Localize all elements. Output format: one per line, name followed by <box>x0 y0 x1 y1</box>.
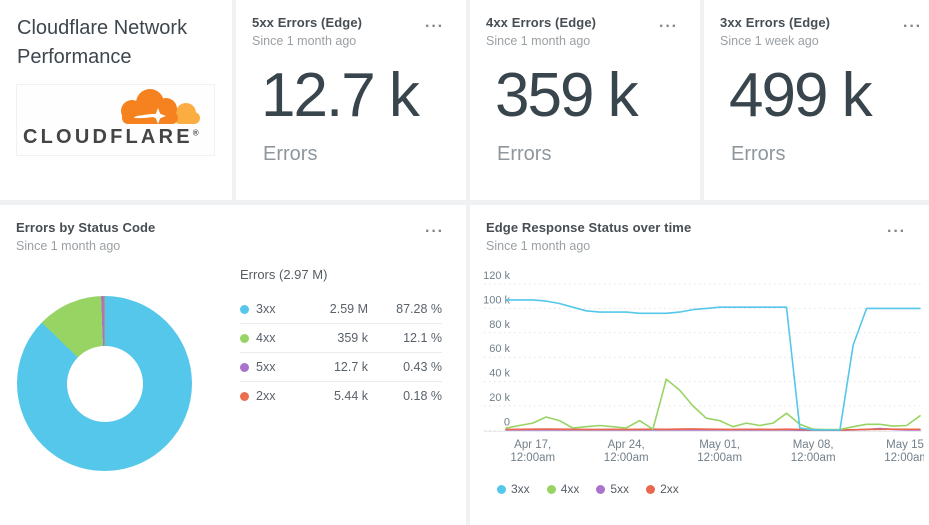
svg-text:20 k: 20 k <box>489 392 510 404</box>
kpi-value: 359 k <box>495 61 639 130</box>
card-title: Edge Response Status over time <box>486 220 692 235</box>
kpi-card-3xx: 3xx Errors (Edge) Since 1 week ago ··· 4… <box>704 0 929 200</box>
card-header: Errors by Status Code Since 1 month ago … <box>16 220 452 253</box>
title-card: Cloudflare Network Performance CLOUDFLAR… <box>0 0 232 200</box>
svg-text:Apr 17,: Apr 17, <box>514 439 551 451</box>
kpi-unit: Errors <box>731 143 786 165</box>
svg-text:80 k: 80 k <box>489 319 510 331</box>
series-color-dot <box>240 362 249 372</box>
row-label: 2xx <box>256 389 276 403</box>
svg-text:120 k: 120 k <box>483 270 510 282</box>
row-label: 5xx <box>256 360 276 374</box>
errors-by-status-card: Errors by Status Code Since 1 month ago … <box>0 205 466 525</box>
dashboard-title-line1: Cloudflare Network <box>17 17 188 39</box>
table-row-5xx[interactable]: 5xx 12.7 k 0.43 % <box>240 352 442 381</box>
svg-text:12:00am: 12:00am <box>884 452 924 464</box>
card-title: 5xx Errors (Edge) <box>252 15 363 30</box>
legend-table-title: Errors (2.97 M) <box>240 267 328 282</box>
row-value: 2.59 M <box>329 302 368 316</box>
svg-text:12:00am: 12:00am <box>510 452 555 464</box>
line-chart-legend: 3xx 4xx 5xx 2xx <box>497 482 679 496</box>
row-percent: 87.28 % <box>396 302 442 316</box>
svg-text:0: 0 <box>504 416 510 428</box>
legend-item-5xx[interactable]: 5xx <box>596 482 629 496</box>
svg-text:Apr 24,: Apr 24, <box>608 439 645 451</box>
card-header: Edge Response Status over time Since 1 m… <box>486 220 929 253</box>
svg-text:100 k: 100 k <box>483 294 510 306</box>
cloudflare-wordmark: CLOUDFLARE® <box>23 126 199 148</box>
card-header: 5xx Errors (Edge) Since 1 month ago ··· <box>252 15 452 48</box>
table-row-4xx[interactable]: 4xx 359 k 12.1 % <box>240 323 442 352</box>
row-value: 12.7 k <box>333 360 368 374</box>
more-menu-icon[interactable]: ··· <box>425 223 444 240</box>
series-color-dot <box>497 484 506 494</box>
card-subtitle: Since 1 month ago <box>486 34 591 48</box>
svg-text:60 k: 60 k <box>489 343 510 355</box>
kpi-card-5xx: 5xx Errors (Edge) Since 1 month ago ··· … <box>236 0 466 200</box>
series-color-dot <box>240 304 249 314</box>
svg-text:May 01,: May 01, <box>699 439 740 451</box>
dashboard-title-line2: Performance <box>17 46 132 68</box>
svg-text:40 k: 40 k <box>489 368 510 380</box>
row-percent: 0.18 % <box>403 389 442 403</box>
dashboard-title: Cloudflare Network Performance <box>17 14 187 72</box>
more-menu-icon[interactable]: ··· <box>425 18 444 35</box>
more-menu-icon[interactable]: ··· <box>659 18 678 35</box>
more-menu-icon[interactable]: ··· <box>903 18 922 35</box>
legend-item-3xx[interactable]: 3xx <box>497 482 530 496</box>
legend-label: 2xx <box>660 482 679 496</box>
svg-text:May 08,: May 08, <box>793 439 834 451</box>
svg-text:12:00am: 12:00am <box>604 452 649 464</box>
card-subtitle: Since 1 month ago <box>486 239 591 253</box>
legend-label: 4xx <box>560 482 580 496</box>
row-percent: 12.1 % <box>403 331 442 345</box>
legend-item-2xx[interactable]: 2xx <box>646 482 679 496</box>
series-color-dot <box>546 484 556 494</box>
series-color-dot <box>240 391 249 401</box>
row-label: 3xx <box>256 302 276 316</box>
card-subtitle: Since 1 month ago <box>252 34 357 48</box>
card-header: 4xx Errors (Edge) Since 1 month ago ··· <box>486 15 686 48</box>
svg-text:12:00am: 12:00am <box>791 452 836 464</box>
card-title: Errors by Status Code <box>16 220 156 235</box>
legend-label: 3xx <box>511 482 530 496</box>
card-subtitle: Since 1 month ago <box>16 239 121 253</box>
row-label: 4xx <box>256 331 276 345</box>
card-subtitle: Since 1 week ago <box>720 34 819 48</box>
edge-response-status-card: Edge Response Status over time Since 1 m… <box>470 205 929 525</box>
row-value: 5.44 k <box>333 389 368 403</box>
series-color-dot <box>596 484 606 494</box>
row-value: 359 k <box>337 331 368 345</box>
svg-text:May 15,: May 15, <box>886 439 924 451</box>
status-code-donut-chart[interactable] <box>17 296 192 471</box>
kpi-value: 12.7 k <box>261 61 420 130</box>
card-title: 3xx Errors (Edge) <box>720 15 831 30</box>
registered-mark: ® <box>192 128 199 138</box>
more-menu-icon[interactable]: ··· <box>887 223 906 240</box>
cloudflare-logo: CLOUDFLARE® <box>16 84 215 156</box>
card-title: 4xx Errors (Edge) <box>486 15 597 30</box>
legend-label: 5xx <box>610 482 630 496</box>
series-color-dot <box>240 333 249 343</box>
legend-item-4xx[interactable]: 4xx <box>546 482 580 496</box>
svg-text:12:00am: 12:00am <box>697 452 742 464</box>
table-row-2xx[interactable]: 2xx 5.44 k 0.18 % <box>240 381 442 410</box>
kpi-unit: Errors <box>263 143 318 165</box>
donut-hole <box>66 345 143 422</box>
table-row-3xx[interactable]: 3xx 2.59 M 87.28 % <box>240 295 442 323</box>
status-code-legend-table: Errors (2.97 M) 3xx 2.59 M 87.28 % 4xx 3… <box>240 267 442 410</box>
kpi-unit: Errors <box>497 143 552 165</box>
card-header: 3xx Errors (Edge) Since 1 week ago ··· <box>720 15 929 48</box>
kpi-card-4xx: 4xx Errors (Edge) Since 1 month ago ··· … <box>470 0 700 200</box>
row-percent: 0.43 % <box>403 360 442 374</box>
cloudflare-cloud-icon <box>121 89 200 124</box>
kpi-value: 499 k <box>729 61 873 130</box>
series-color-dot <box>646 484 656 494</box>
